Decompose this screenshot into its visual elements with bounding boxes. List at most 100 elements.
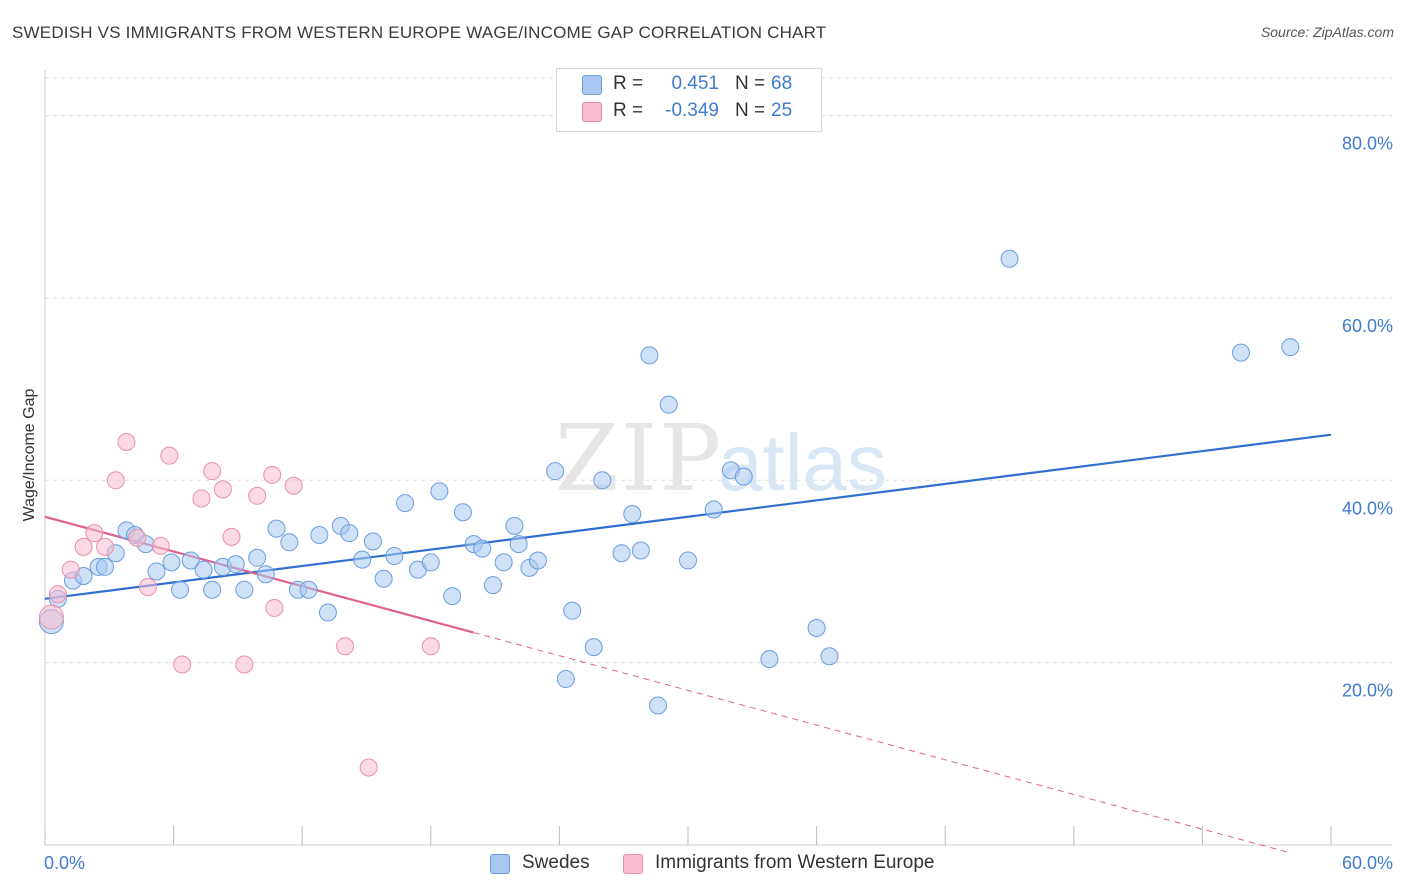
swedes-point [310,526,329,544]
y-axis-label: Wage/Income Gap [21,389,38,522]
swedes-point [353,550,372,569]
swedes-point [528,551,547,570]
swedes-point [807,619,826,637]
immigrants-point [359,758,378,777]
y-tick-label: 80.0% [1342,134,1393,154]
y-tick-label: 60.0% [1342,316,1393,336]
legend-r-label: R = [613,100,644,121]
immigrants-point [213,480,232,499]
immigrants-point [85,524,104,543]
legend-swatch-immigrants [623,854,643,874]
swedes-point [162,553,181,572]
swedes-point [421,553,440,572]
swedes-point [299,580,318,599]
swedes-point [659,395,678,414]
swedes-point [483,576,502,595]
legend-n-value: 68 [771,73,793,94]
swedes-point [385,546,404,565]
immigrants-point [106,471,125,490]
swedes-point [631,541,650,560]
immigrants-point [160,446,179,465]
swedes-point [203,580,222,599]
legend-swatch-swedes [582,75,602,95]
immigrants-point [421,637,440,656]
swedes-point [612,544,631,563]
legend-r-label: R = [613,73,644,94]
immigrants-point [138,577,157,596]
swedes-point [505,516,524,535]
swedes-point [396,494,415,513]
swedes-point [820,647,839,666]
immigrants-point [38,604,64,630]
immigrants-point [284,476,303,495]
swedes-point [194,560,213,579]
legend-row-immigrants: R = -0.349 N = 25 [557,100,821,126]
immigrants-point [265,598,284,617]
immigrants-point [263,465,282,484]
immigrants-point [336,637,355,656]
swedes-point [640,346,659,365]
immigrants-point [96,537,115,556]
swedes-point [623,505,642,524]
swedes-point [648,696,667,715]
watermark: ZIP atlas [555,405,887,512]
swedes-point [171,580,190,599]
immigrants-point [151,536,170,555]
axes [44,70,1392,846]
watermark-atlas: atlas [718,418,887,507]
swedes-point [704,500,723,519]
swedes-point [556,670,575,689]
swedes-point [734,467,753,486]
immigrants-point [61,560,80,579]
swedes-point [443,587,462,606]
y-tick-label: 20.0% [1342,681,1393,701]
swedes-point [147,562,166,581]
swedes-point [1000,249,1019,268]
immigrants-point [248,486,267,505]
swedes-point [1231,343,1250,362]
swedes-point [280,533,299,552]
immigrants-point [235,655,254,674]
swedes-point [473,539,492,558]
immigrants-point [192,489,211,508]
legend-label-immigrants: Immigrants from Western Europe [655,852,935,873]
swedes-point [494,553,513,572]
source-credit: Source: ZipAtlas.com [1260,24,1394,40]
swedes-point [430,482,449,501]
swedes-point [226,555,245,574]
legend-swatch-swedes [490,854,510,874]
legend-swatch-immigrants [582,102,602,122]
swedes-point [267,519,286,538]
swedes-point [679,551,697,570]
swedes-point [340,524,359,543]
data-points [38,249,1300,777]
swedes-point [248,548,267,567]
x-tick-label: 60.0% [1342,853,1393,873]
swedes-point [363,532,382,551]
stats-legend: R = 0.451 N = 68 R = -0.349 N = 25 [556,68,822,132]
swedes-point [584,638,603,657]
immigrants-point [222,527,241,546]
tick-labels: 20.0% 40.0% 60.0% 80.0% 0.0% 60.0% [44,134,1393,873]
x-tick-label: 0.0% [44,853,85,873]
swedes-point [318,603,337,622]
swedes-point [235,580,254,599]
immigrants-point [74,537,93,556]
immigrants-trend-extension [473,632,1289,853]
swedes-point [453,503,472,522]
legend-label-swedes: Swedes [522,852,590,873]
watermark-zip: ZIP [555,405,723,512]
swedes-point [1281,338,1300,357]
legend-n-label: N = [735,100,766,121]
swedes-point [374,569,393,588]
swedes-point [563,601,582,620]
immigrants-point [173,655,192,674]
immigrants-point [48,585,67,604]
swedes-point [593,471,612,490]
legend-r-value: 0.451 [671,73,719,94]
swedes-point [546,462,565,481]
chart-title: SWEDISH VS IMMIGRANTS FROM WESTERN EUROP… [12,23,827,42]
legend-n-label: N = [735,73,766,94]
legend-n-value: 25 [771,100,793,121]
